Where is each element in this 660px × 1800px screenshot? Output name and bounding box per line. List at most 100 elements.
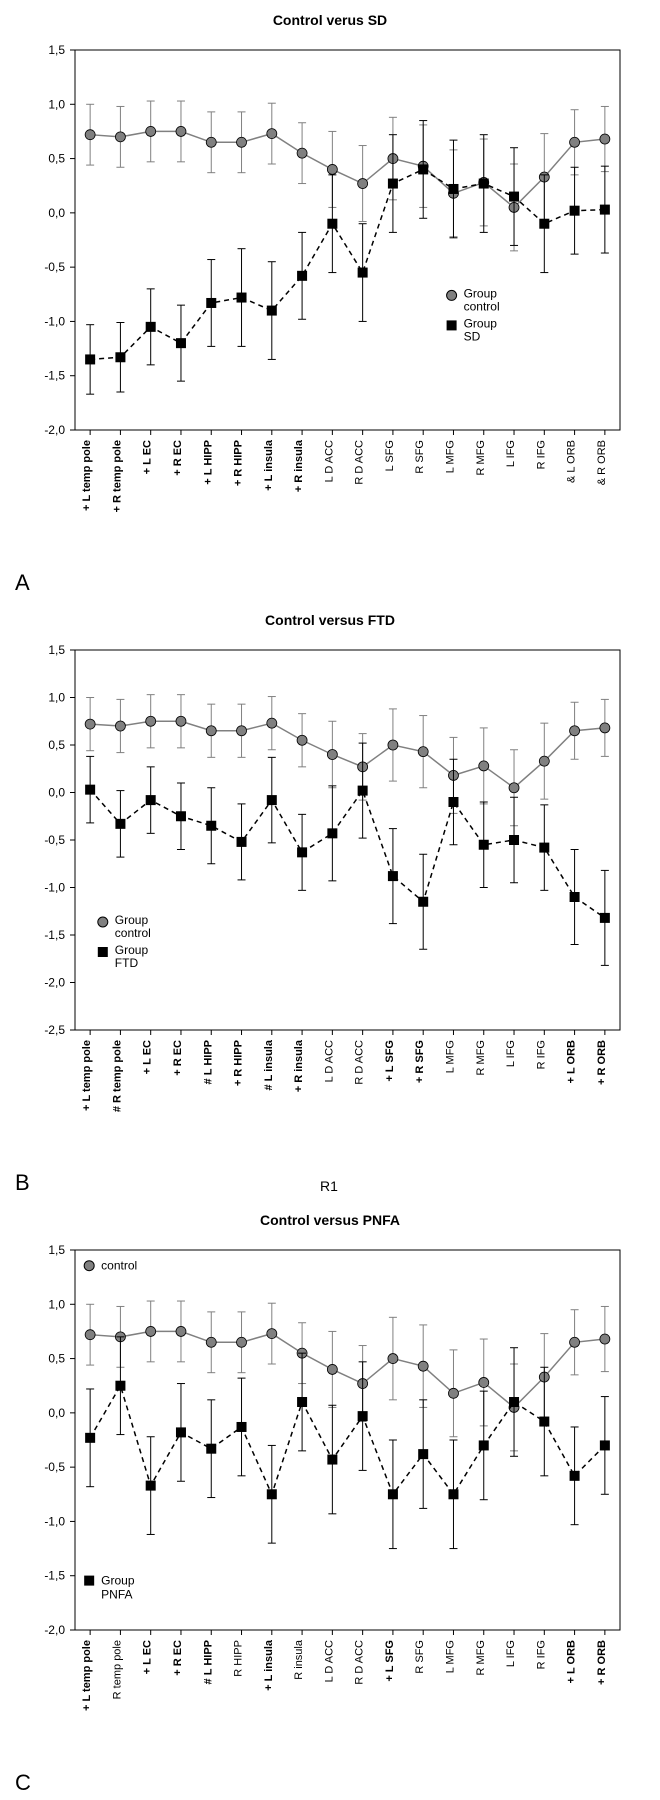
svg-text:-1,5: -1,5 xyxy=(44,928,65,942)
svg-text:R IFG: R IFG xyxy=(535,1640,547,1669)
svg-text:control: control xyxy=(115,926,151,940)
svg-text:Group: Group xyxy=(464,316,498,330)
svg-text:0,0: 0,0 xyxy=(48,1406,65,1420)
svg-text:# L insula: # L insula xyxy=(263,1039,275,1090)
svg-text:SD: SD xyxy=(464,329,481,343)
svg-text:+ L HIPP: + L HIPP xyxy=(202,440,214,485)
svg-text:+ L EC: + L EC xyxy=(142,440,154,474)
svg-text:-2,0: -2,0 xyxy=(44,423,65,437)
svg-text:L IFG: L IFG xyxy=(505,440,517,467)
svg-text:control: control xyxy=(464,299,500,313)
svg-text:1,0: 1,0 xyxy=(48,691,65,705)
svg-text:L D ACC: L D ACC xyxy=(323,1640,335,1682)
svg-text:+ R temp pole: + R temp pole xyxy=(111,440,123,512)
svg-text:R IFG: R IFG xyxy=(535,440,547,469)
svg-text:control: control xyxy=(101,1259,137,1273)
svg-text:+ R EC: + R EC xyxy=(172,1640,184,1676)
svg-text:0,5: 0,5 xyxy=(48,738,65,752)
panel-subtitle: R1 xyxy=(320,1178,338,1194)
svg-text:Group: Group xyxy=(115,913,149,927)
panel-letter: B xyxy=(15,1170,30,1196)
svg-text:FTD: FTD xyxy=(115,956,139,970)
svg-text:-1,0: -1,0 xyxy=(44,314,65,328)
svg-text:-1,5: -1,5 xyxy=(44,1569,65,1583)
panel-letter: C xyxy=(15,1770,31,1796)
svg-text:-1,0: -1,0 xyxy=(44,881,65,895)
svg-text:L D ACC: L D ACC xyxy=(323,1040,335,1082)
svg-text:+ R ORB: + R ORB xyxy=(596,1640,608,1685)
svg-text:+ R HIPP: + R HIPP xyxy=(233,1040,245,1086)
svg-text:-0,5: -0,5 xyxy=(44,1460,65,1474)
svg-text:-2,0: -2,0 xyxy=(44,976,65,990)
svg-text:0,0: 0,0 xyxy=(48,786,65,800)
svg-text:L SFG: L SFG xyxy=(384,440,396,471)
svg-text:1,0: 1,0 xyxy=(48,1297,65,1311)
svg-text:+ L temp pole: + L temp pole xyxy=(81,1640,93,1711)
svg-text:1,5: 1,5 xyxy=(48,643,65,657)
panel-C: Control versus PNFA -2,0 -1,5 -1,0 -0,5 0,0 0,… xyxy=(0,1200,660,1800)
panel-title: Control verus SD xyxy=(0,12,660,28)
svg-text:+ R HIPP: + R HIPP xyxy=(233,440,245,486)
svg-text:R SFG: R SFG xyxy=(414,440,426,474)
svg-text:R IFG: R IFG xyxy=(535,1040,547,1069)
svg-text:# L HIPP: # L HIPP xyxy=(202,1040,214,1084)
svg-text:R D ACC: R D ACC xyxy=(354,1040,366,1085)
panel-title: Control versus PNFA xyxy=(0,1212,660,1228)
svg-text:# R temp pole: # R temp pole xyxy=(111,1040,123,1112)
panel-A: Control verus SD -2,0 -1,5 -1,0 -0,5 0,0 0,5 1,… xyxy=(0,0,660,600)
svg-text:# L HIPP: # L HIPP xyxy=(202,1640,214,1684)
svg-text:R insula: R insula xyxy=(293,1639,305,1680)
svg-text:+ L ORB: + L ORB xyxy=(566,1040,578,1084)
svg-text:0,5: 0,5 xyxy=(48,152,65,166)
svg-text:& L ORB: & L ORB xyxy=(566,440,578,483)
svg-text:+ L ORB: + L ORB xyxy=(566,1640,578,1684)
svg-text:L MFG: L MFG xyxy=(444,1040,456,1073)
svg-text:+ L insula: + L insula xyxy=(263,439,275,491)
svg-text:0,0: 0,0 xyxy=(48,206,65,220)
svg-text:+ L EC: + L EC xyxy=(142,1040,154,1074)
svg-text:+ L temp pole: + L temp pole xyxy=(81,440,93,511)
svg-text:Group: Group xyxy=(464,286,498,300)
svg-text:1,5: 1,5 xyxy=(48,43,65,57)
svg-text:+ L SFG: + L SFG xyxy=(384,1040,396,1082)
panel-title: Control versus FTD xyxy=(0,612,660,628)
panel-B: Control versus FTD -2,5 -2,0 -1,5 -1,0 -0,5 0,… xyxy=(0,600,660,1200)
svg-text:-2,0: -2,0 xyxy=(44,1623,65,1637)
svg-text:R D ACC: R D ACC xyxy=(354,440,366,485)
svg-text:+ L EC: + L EC xyxy=(142,1640,154,1674)
svg-text:1,5: 1,5 xyxy=(48,1243,65,1257)
svg-text:R temp pole: R temp pole xyxy=(111,1640,123,1699)
svg-text:R HIPP: R HIPP xyxy=(233,1640,245,1677)
svg-text:+ R EC: + R EC xyxy=(172,1040,184,1076)
chart-svg: -2,5 -2,0 -1,5 -1,0 -0,5 0,0 0,5 1,0 1,5 + L temp… xyxy=(0,600,660,1200)
svg-text:-2,5: -2,5 xyxy=(44,1023,65,1037)
svg-text:R D ACC: R D ACC xyxy=(354,1640,366,1685)
svg-text:+ L SFG: + L SFG xyxy=(384,1640,396,1682)
svg-text:+ L temp pole: + L temp pole xyxy=(81,1040,93,1111)
chart-svg: -2,0 -1,5 -1,0 -0,5 0,0 0,5 1,0 1,5 + L temp pol… xyxy=(0,1200,660,1800)
svg-text:1,0: 1,0 xyxy=(48,97,65,111)
svg-text:R MFG: R MFG xyxy=(475,1040,487,1075)
svg-text:+ R SFG: + R SFG xyxy=(414,1040,426,1083)
svg-text:Group: Group xyxy=(115,943,149,957)
svg-text:0,5: 0,5 xyxy=(48,1352,65,1366)
chart-svg: -2,0 -1,5 -1,0 -0,5 0,0 0,5 1,0 1,5 + L temp pol… xyxy=(0,0,660,600)
svg-text:& R ORB: & R ORB xyxy=(596,440,608,485)
svg-text:L MFG: L MFG xyxy=(444,1640,456,1673)
svg-text:+ L insula: + L insula xyxy=(263,1639,275,1691)
svg-text:Group: Group xyxy=(101,1574,135,1588)
svg-text:L MFG: L MFG xyxy=(444,440,456,473)
svg-text:-1,0: -1,0 xyxy=(44,1514,65,1528)
svg-text:-0,5: -0,5 xyxy=(44,833,65,847)
panel-letter: A xyxy=(15,570,30,596)
svg-text:-1,5: -1,5 xyxy=(44,369,65,383)
svg-text:L IFG: L IFG xyxy=(505,1040,517,1067)
svg-text:L IFG: L IFG xyxy=(505,1640,517,1667)
svg-text:+ R ORB: + R ORB xyxy=(596,1040,608,1085)
svg-text:-0,5: -0,5 xyxy=(44,260,65,274)
svg-text:+ R insula: + R insula xyxy=(293,439,305,492)
svg-text:R MFG: R MFG xyxy=(475,440,487,475)
svg-text:+ R EC: + R EC xyxy=(172,440,184,476)
svg-text:L D ACC: L D ACC xyxy=(323,440,335,482)
svg-text:R MFG: R MFG xyxy=(475,1640,487,1675)
